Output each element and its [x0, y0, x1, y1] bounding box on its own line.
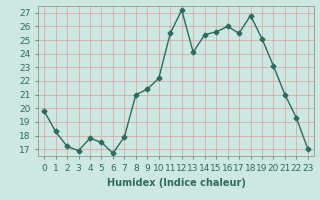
X-axis label: Humidex (Indice chaleur): Humidex (Indice chaleur): [107, 178, 245, 188]
